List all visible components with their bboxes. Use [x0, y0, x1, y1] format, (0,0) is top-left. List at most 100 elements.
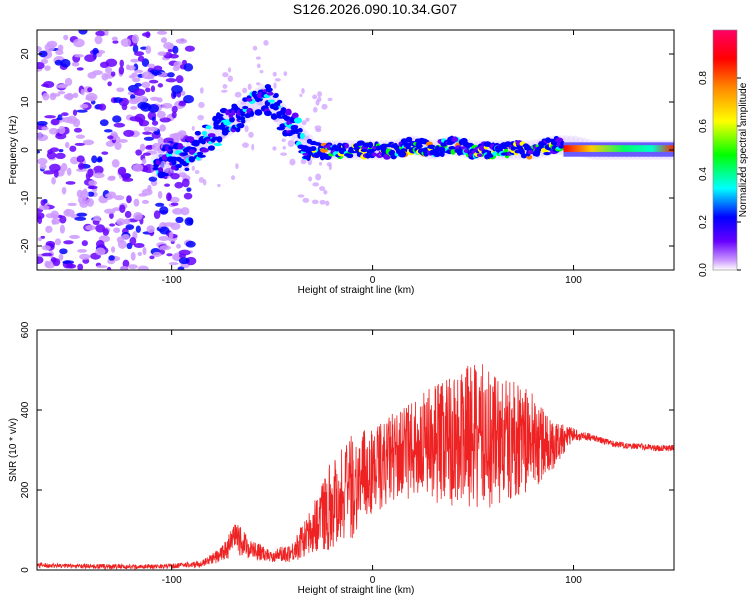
spectrogram-cell: [43, 80, 55, 89]
spectrogram-cell: [147, 63, 155, 68]
spectrogram-cell: [265, 87, 273, 93]
spectrogram-cell: [175, 216, 184, 224]
spectrogram-cell: [138, 193, 148, 197]
spectrogram-cell: [133, 242, 145, 249]
spectrogram-cell: [129, 116, 142, 122]
spectrogram-cell: [61, 186, 67, 195]
spectrogram-cell: [59, 224, 65, 234]
spectrogram-cell: [249, 110, 255, 117]
spectrogram-cell: [44, 65, 51, 71]
spectrogram-y-tick-label: 10: [20, 96, 31, 108]
spectrogram-cell: [41, 252, 53, 257]
spectrogram-cell: [312, 182, 320, 187]
spectrogram-cell: [159, 124, 166, 132]
spectrogram-cell: [158, 235, 170, 242]
spectrogram-x-tick-label: 0: [370, 275, 376, 286]
spectrogram-cell: [166, 253, 173, 257]
spectrogram-cell: [371, 152, 377, 157]
spectrogram-cell: [301, 87, 305, 94]
spectrogram-cell: [95, 240, 105, 249]
spectrogram-cell: [170, 202, 179, 207]
spectrogram-cell: [318, 161, 323, 166]
spectrogram-cell: [276, 99, 283, 104]
spectrogram-cell: [285, 108, 292, 116]
snr-y-tick-label: 0: [20, 567, 31, 573]
spectrogram-cell: [216, 136, 223, 143]
spectrogram-cell: [134, 51, 145, 57]
spectrogram-cell: [230, 175, 236, 181]
spectrogram-cell: [79, 103, 89, 109]
spectrogram-cell: [517, 148, 525, 153]
spectrogram-cell: [148, 126, 158, 132]
snr-series-line: [37, 364, 674, 570]
spectrogram-cell: [299, 93, 303, 97]
spectrogram-cell: [150, 85, 156, 93]
spectrogram-cell: [254, 109, 263, 116]
spectrogram-cell: [130, 106, 138, 110]
spectrogram-cell: [266, 91, 274, 96]
spectrogram-cell: [37, 62, 45, 70]
spectrogram-cell: [131, 34, 140, 44]
spectrogram-cell: [51, 177, 56, 185]
spectrogram-cell: [58, 83, 69, 88]
spectrogram-cell: [151, 116, 156, 122]
spectrogram-cell: [134, 82, 142, 87]
snr-y-tick-label: 200: [20, 481, 31, 498]
spectrogram-cell: [172, 208, 184, 215]
spectrogram-cell: [116, 87, 125, 92]
spectrogram-cell: [185, 240, 196, 248]
spectrogram-cell: [107, 81, 112, 87]
spectrogram-cell: [133, 88, 146, 96]
spectrogram-cell: [37, 132, 43, 140]
spectrogram-cell: [105, 58, 118, 67]
spectrogram-cell: [185, 136, 195, 142]
spectrogram-cell: [45, 225, 53, 234]
spectrogram-cell: [191, 140, 199, 145]
spectrogram-cell: [69, 234, 80, 240]
spectrogram-cell: [323, 190, 328, 195]
spectrogram-cell: [171, 132, 184, 141]
spectrogram-cell: [76, 67, 84, 71]
spectrogram-cell: [180, 90, 186, 96]
spectrogram-cell: [241, 142, 249, 148]
spectrogram-cell: [201, 131, 208, 136]
spectrogram-cell: [37, 256, 44, 264]
spectrogram-cell: [87, 191, 95, 197]
spectrogram-cell: [156, 30, 168, 35]
spectrogram-cell: [52, 258, 61, 267]
spectrogram-cell: [137, 55, 145, 62]
spectrogram-cell: [184, 167, 190, 172]
spectrogram-cell: [148, 176, 158, 182]
spectrogram-cell: [72, 92, 79, 99]
spectrogram-cell: [114, 141, 122, 150]
spectrogram-cell: [291, 112, 299, 119]
spectrogram-cell: [159, 226, 170, 235]
spectrogram-cell: [142, 131, 153, 135]
spectrogram-cell: [216, 113, 224, 118]
spectrogram-cell: [119, 59, 124, 68]
spectrogram-cell: [398, 151, 407, 158]
spectrogram-cell: [317, 96, 322, 102]
spectrogram-cell: [315, 173, 322, 181]
spectrogram-cell: [311, 199, 319, 205]
spectrogram-cell: [116, 218, 126, 226]
spectrogram-cell: [301, 120, 307, 126]
spectrogram-cell: [145, 145, 154, 150]
spectrogram-cell: [55, 152, 66, 160]
spectrogram-cell: [305, 117, 310, 122]
spectrogram-cell: [150, 96, 160, 101]
spectrogram-cell: [159, 117, 172, 123]
spectrogram-cell: [176, 243, 181, 249]
snr-x-label: Height of straight line (km): [298, 585, 415, 596]
spectrogram-cell: [152, 166, 160, 171]
spectrogram-cell: [177, 266, 185, 270]
colorbar-tick-label: 0.8: [698, 71, 709, 85]
spectrogram-cell: [168, 146, 174, 150]
spectrogram-cell: [44, 261, 56, 269]
spectrogram-cell: [308, 176, 313, 182]
spectrogram-cell: [110, 246, 116, 253]
spectrogram-cell: [314, 125, 322, 131]
spectrogram-cell: [146, 225, 155, 234]
spectrogram-cell: [41, 245, 51, 251]
spectrogram-cell: [98, 103, 107, 111]
